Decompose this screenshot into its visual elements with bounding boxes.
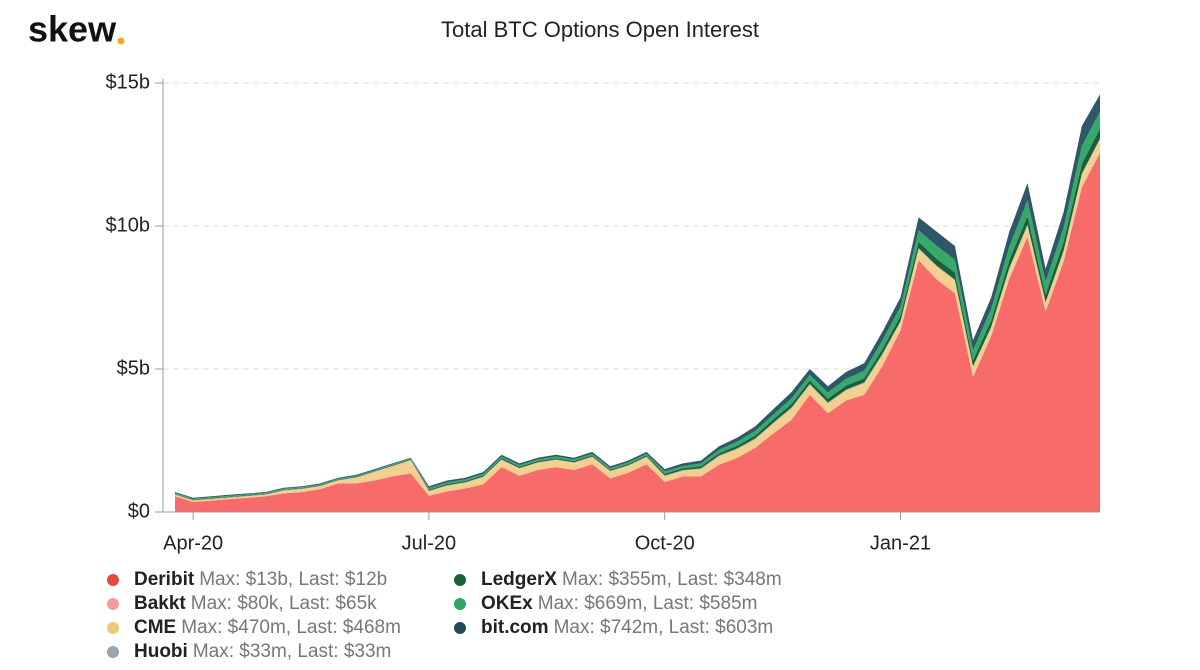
legend-summary: Max: $33m, Last: $33m bbox=[193, 641, 392, 662]
legend-name: LedgerX bbox=[481, 569, 557, 590]
x-tick-label: Jul-20 bbox=[402, 532, 456, 554]
legend-name: Deribit bbox=[134, 569, 195, 590]
legend-name: OKEx bbox=[481, 593, 533, 614]
legend-swatch bbox=[454, 598, 466, 610]
axes: $0 $5b $10b $15b Apr-20 Jul-20 Oct-20 Jan-21 bbox=[106, 71, 1100, 554]
legend-name: Bakkt bbox=[134, 593, 186, 614]
legend-entry: Deribit Max: $13b, Last: $12b bbox=[134, 569, 387, 590]
chart-title: Total BTC Options Open Interest bbox=[441, 17, 759, 42]
legend-swatch bbox=[107, 622, 119, 634]
legend-name: bit.com bbox=[481, 617, 549, 638]
legend-swatch bbox=[107, 574, 119, 586]
legend-swatch bbox=[454, 574, 466, 586]
legend-summary: Max: $80k, Last: $65k bbox=[191, 593, 377, 614]
legend: Deribit Max: $13b, Last: $12b Bakkt Max: $8… bbox=[107, 569, 782, 662]
legend-entry: bit.com Max: $742m, Last: $603m bbox=[481, 617, 773, 638]
x-tick-label: Oct-20 bbox=[635, 532, 695, 554]
logo: skew bbox=[28, 9, 117, 50]
legend-summary: Max: $355m, Last: $348m bbox=[562, 569, 782, 590]
y-tick-label: $5b bbox=[117, 357, 150, 379]
areas bbox=[175, 94, 1100, 513]
x-tick-label: Jan-21 bbox=[870, 532, 931, 554]
legend-summary: Max: $470m, Last: $468m bbox=[181, 617, 401, 638]
legend-summary: Max: $742m, Last: $603m bbox=[554, 617, 774, 638]
y-tick-label: $10b bbox=[106, 214, 151, 236]
legend-entry: OKEx Max: $669m, Last: $585m bbox=[481, 593, 757, 614]
legend-entry: Huobi Max: $33m, Last: $33m bbox=[134, 641, 391, 662]
logo-dot bbox=[117, 37, 125, 45]
legend-swatch bbox=[107, 598, 119, 610]
legend-entry: LedgerX Max: $355m, Last: $348m bbox=[481, 569, 782, 590]
x-tick-label: Apr-20 bbox=[163, 532, 223, 554]
y-tick-label: $0 bbox=[128, 500, 150, 522]
legend-summary: Max: $669m, Last: $585m bbox=[538, 593, 758, 614]
legend-name: CME bbox=[134, 617, 176, 638]
legend-entry: CME Max: $470m, Last: $468m bbox=[134, 617, 401, 638]
area bbox=[175, 152, 1100, 513]
legend-entry: Bakkt Max: $80k, Last: $65k bbox=[134, 593, 377, 614]
y-tick-label: $15b bbox=[106, 71, 151, 93]
legend-swatch bbox=[107, 646, 119, 658]
legend-name: Huobi bbox=[134, 641, 188, 662]
legend-swatch bbox=[454, 622, 466, 634]
legend-summary: Max: $13b, Last: $12b bbox=[199, 569, 387, 590]
